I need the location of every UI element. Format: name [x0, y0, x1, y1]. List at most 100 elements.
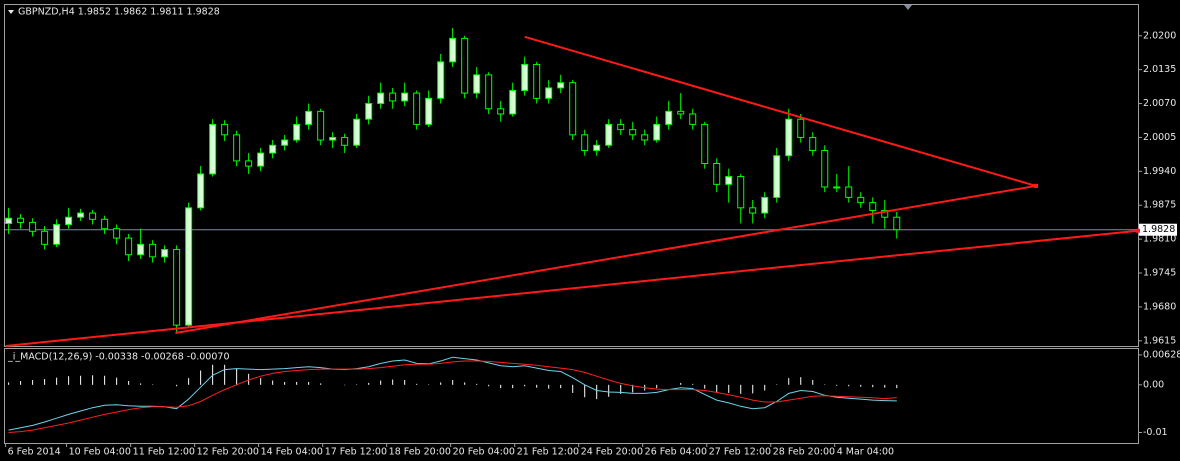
y-tick-label: 1.9680: [1143, 301, 1176, 312]
candle-body: [893, 216, 901, 231]
candle-body: [401, 92, 409, 102]
candle-body: [389, 92, 397, 102]
candle-body: [161, 249, 169, 258]
candle-body: [257, 152, 265, 167]
candle-body: [461, 37, 469, 94]
x-tick-label: 28 Feb 20:00: [773, 447, 835, 458]
candle-body: [545, 87, 553, 99]
x-tick-label: 4 Mar 04:00: [837, 447, 894, 458]
candle-body: [137, 243, 145, 256]
candle-body: [353, 118, 361, 146]
candle-body: [65, 216, 73, 226]
candle-body: [617, 123, 625, 131]
candle-body: [809, 136, 817, 151]
candle-body: [557, 82, 565, 89]
trendline-anchor: [1136, 228, 1140, 233]
candle-body: [365, 103, 373, 120]
candle-body: [869, 202, 877, 211]
candle-body: [593, 144, 601, 151]
x-tick-label: 14 Feb 04:00: [261, 447, 323, 458]
x-tick-label: 17 Feb 12:00: [325, 447, 387, 458]
candle-body: [821, 149, 829, 188]
candle-body: [449, 37, 457, 63]
trendline-anchor: [1033, 183, 1038, 188]
candle-body: [197, 173, 205, 209]
candle-body: [53, 224, 61, 245]
candle-body: [737, 176, 745, 209]
bid-label: 1.9828: [1142, 224, 1175, 235]
candle-body: [509, 90, 517, 115]
candle-body: [437, 61, 445, 99]
candle-body: [749, 207, 757, 214]
candle-body: [761, 196, 769, 214]
indicator-panel-frame: [4, 348, 1139, 444]
candle-body: [245, 160, 253, 167]
candle-body: [665, 110, 673, 125]
candle-body: [125, 237, 133, 256]
x-tick-label: 12 Feb 20:00: [197, 447, 259, 458]
x-tick-label: 6 Feb 2014: [8, 447, 61, 458]
y-tick-label: -0.01: [1143, 427, 1168, 438]
trendline: [524, 35, 1037, 187]
candle-body: [185, 207, 193, 326]
shift-marker[interactable]: [904, 5, 912, 10]
candle-body: [281, 139, 289, 146]
candle-body: [833, 186, 841, 189]
x-tick-label: 18 Feb 20:00: [389, 447, 451, 458]
x-tick-label: 10 Feb 04:00: [69, 447, 131, 458]
candle-body: [5, 217, 13, 224]
y-tick-label: 1.9745: [1143, 268, 1176, 279]
candle-body: [341, 136, 349, 146]
price-panel-frame: [4, 4, 1139, 347]
candle-body: [773, 155, 781, 198]
chart-title: GBPNZD,H4 1.9852 1.9862 1.9811 1.9828: [18, 7, 220, 18]
candle-body: [173, 249, 181, 326]
y-tick-label: 2.0135: [1143, 64, 1176, 75]
x-tick-label: 20 Feb 04:00: [453, 447, 515, 458]
x-tick-label: 24 Feb 20:00: [581, 447, 643, 458]
candle-body: [629, 129, 637, 136]
candle-body: [881, 209, 889, 218]
candle-body: [713, 163, 721, 185]
candle-body: [797, 118, 805, 138]
candle-body: [569, 82, 577, 136]
candle-body: [701, 123, 709, 165]
x-tick-label: 26 Feb 04:00: [645, 447, 707, 458]
x-tick-label: 11 Feb 12:00: [133, 447, 195, 458]
trendline: [5, 229, 1139, 347]
y-tick-label: 0.00: [1143, 379, 1164, 390]
candle-body: [149, 243, 157, 258]
y-tick-label: 1.9875: [1143, 200, 1176, 211]
candle-body: [473, 74, 481, 94]
x-tick-label: 21 Feb 12:00: [517, 447, 579, 458]
candle-body: [413, 92, 421, 125]
candle-body: [785, 118, 793, 157]
candle-body: [845, 186, 853, 198]
symbol-menu-arrow[interactable]: [8, 10, 14, 14]
candle-body: [857, 196, 865, 204]
candle-body: [269, 144, 277, 154]
bid-label-box: [1139, 223, 1177, 236]
trendline: [175, 184, 1037, 334]
y-tick-label: 1.9615: [1143, 335, 1176, 346]
y-tick-label: 0.00628: [1143, 349, 1180, 360]
candle-body: [725, 176, 733, 185]
candle-body: [29, 221, 37, 232]
candle-body: [521, 63, 529, 92]
candle-body: [329, 136, 337, 141]
candle-body: [41, 230, 49, 245]
candle-body: [641, 134, 649, 141]
candle-body: [305, 110, 313, 125]
x-tick-label: 27 Feb 12:00: [709, 447, 771, 458]
candle-body: [533, 63, 541, 99]
candle-body: [89, 212, 97, 220]
y-tick-label: 1.9810: [1143, 234, 1176, 245]
candle-body: [689, 113, 697, 125]
candle-body: [581, 134, 589, 151]
candle-body: [497, 108, 505, 115]
candle-body: [425, 97, 433, 125]
y-tick-label: 2.0200: [1143, 30, 1176, 41]
y-tick-label: 2.0005: [1143, 132, 1176, 143]
